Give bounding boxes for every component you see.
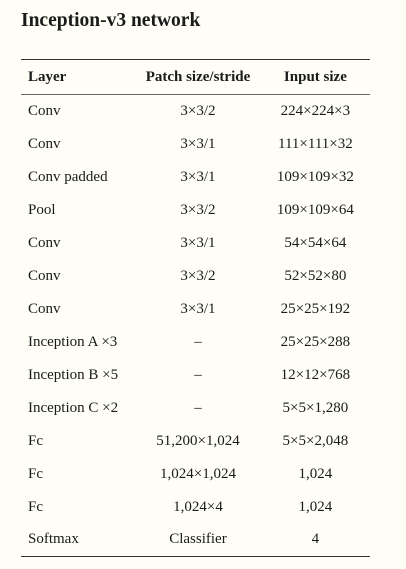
input-size-cell: 5×5×1,280 [282,399,349,416]
table-row: Pool 3×3/2 109×109×64 [21,194,370,227]
table-row: Conv 3×3/1 111×111×32 [21,128,370,161]
layer-cell: Inception B ×5 [28,366,119,383]
inception-v3-table: Layer Patch size/stride Input size Conv 3… [21,59,370,557]
patch-size-cell: 51,200×1,024 [156,432,240,449]
table-header-row: Layer Patch size/stride Input size [21,59,370,95]
patch-size-cell: 3×3/2 [180,267,216,284]
table-row: Fc 1,024×4 1,024 [21,491,370,524]
layer-cell: Fc [28,498,43,515]
patch-size-cell: 3×3/1 [180,300,216,317]
layer-cell: Conv [28,135,61,152]
input-size-cell: 12×12×768 [280,366,351,383]
table-row: Softmax Classifier 4 [21,523,370,557]
layer-cell: Softmax [21,523,136,557]
table-row: Conv 3×3/1 25×25×192 [21,293,370,326]
table-row: Conv 3×3/2 224×224×3 [21,95,370,128]
patch-size-cell: 3×3/1 [180,168,216,185]
patch-size-cell: 3×3/2 [180,201,216,218]
input-size-cell: 111×111×32 [278,135,353,152]
header-input-size: Input size [260,59,370,95]
patch-size-cell: Classifier [135,523,261,557]
layer-cell: Fc [28,465,43,482]
patch-size-cell: 1,024×4 [173,498,223,515]
patch-size-cell: 1,024×1,024 [159,465,236,482]
input-size-cell: 1,024 [298,465,333,482]
table-body: Conv 3×3/2 224×224×3 Conv 3×3/1 111×111×32 Con… [21,95,370,557]
patch-size-cell: – [194,399,202,416]
input-size-cell: 5×5×2,048 [282,432,349,449]
layer-cell: Conv padded [28,168,108,185]
header-layer: Layer [21,59,136,95]
layer-cell: Pool [28,201,56,218]
table-row: Inception A ×3 – 25×25×288 [21,326,370,359]
header-patch-size-stride: Patch size/stride [135,59,261,95]
table-row: Inception B ×5 – 12×12×768 [21,359,370,392]
layer-cell: Conv [28,234,61,251]
patch-size-cell: 3×3/1 [180,135,216,152]
layer-cell: Conv [28,300,61,317]
input-size-cell: 224×224×3 [280,102,351,119]
table-row: Conv padded 3×3/1 109×109×32 [21,161,370,194]
table-title: Inception-v3 network [21,10,201,31]
layer-cell: Inception A ×3 [28,333,118,350]
patch-size-cell: 3×3/2 [180,102,216,119]
patch-size-cell: – [194,333,202,350]
input-size-cell: 109×109×32 [276,168,354,185]
table-row: Fc 51,200×1,024 5×5×2,048 [21,425,370,458]
table-row: Inception C ×2 – 5×5×1,280 [21,392,370,425]
input-size-cell: 4 [260,523,370,557]
layer-cell: Conv [28,102,61,119]
input-size-cell: 52×52×80 [284,267,347,284]
table-row: Conv 3×3/2 52×52×80 [21,260,370,293]
input-size-cell: 109×109×64 [276,201,354,218]
layer-cell: Conv [28,267,61,284]
input-size-cell: 1,024 [298,498,333,515]
layer-cell: Fc [28,432,43,449]
input-size-cell: 25×25×288 [280,333,351,350]
patch-size-cell: – [194,366,202,383]
input-size-cell: 25×25×192 [280,300,351,317]
layer-cell: Inception C ×2 [28,399,119,416]
table-row: Fc 1,024×1,024 1,024 [21,458,370,491]
input-size-cell: 54×54×64 [284,234,347,251]
table-row: Conv 3×3/1 54×54×64 [21,227,370,260]
patch-size-cell: 3×3/1 [180,234,216,251]
